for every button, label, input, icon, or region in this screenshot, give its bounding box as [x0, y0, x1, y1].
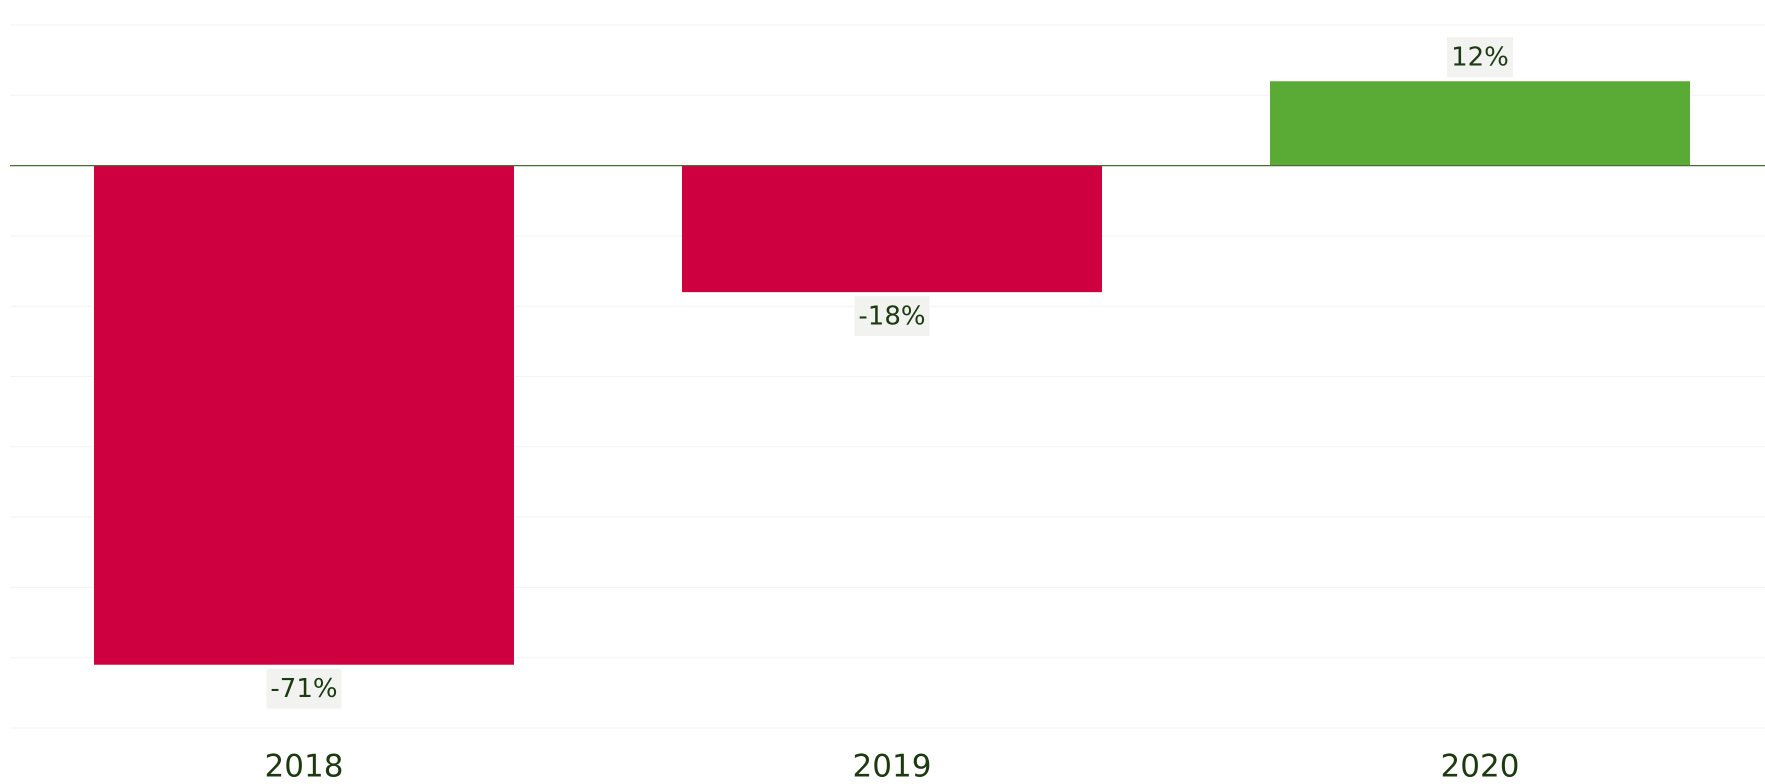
value-label-bg — [266, 668, 342, 709]
x-tick-label: 2018 — [265, 749, 344, 784]
x-tick-label: 2020 — [1441, 749, 1520, 784]
value-label-bg — [1447, 37, 1513, 78]
bar — [682, 165, 1102, 293]
bar — [1270, 81, 1690, 166]
value-label: -71% — [270, 674, 337, 704]
value-label: -18% — [858, 302, 925, 332]
value-label: 12% — [1451, 43, 1509, 73]
bar — [94, 165, 514, 665]
x-tick-label: 2019 — [853, 749, 932, 784]
value-label-bg — [854, 296, 930, 337]
